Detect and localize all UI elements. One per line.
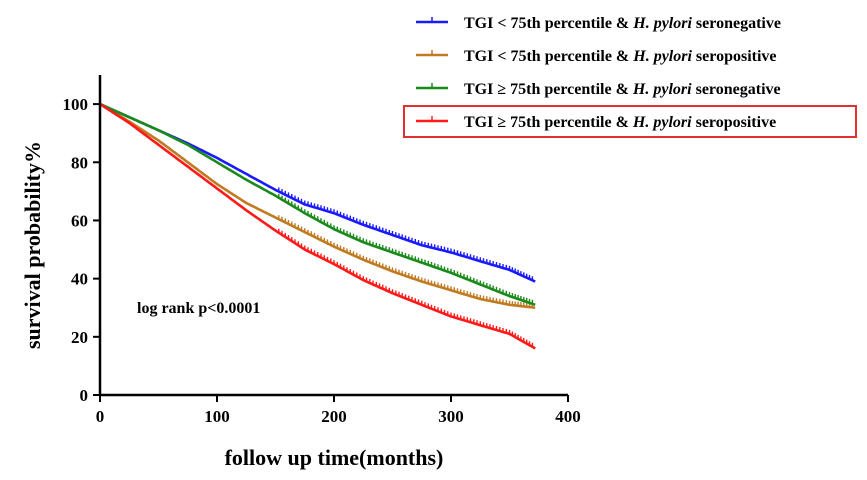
legend-label-1: TGI < 75th percentile & H. pylori seropo… [464,48,777,65]
y-tick-label: 60 [71,211,88,230]
legend-item-0: TGI < 75th percentile & H. pylori serone… [416,15,781,32]
x-tick-label: 200 [321,407,347,426]
x-tick-label: 100 [204,407,230,426]
legend-label-0: TGI < 75th percentile & H. pylori serone… [464,15,781,32]
y-tick-label: 0 [80,386,89,405]
x-tick-label: 0 [96,407,105,426]
legend: TGI < 75th percentile & H. pylori serone… [403,15,857,138]
survival-curve-1 [99,102,536,309]
legend-item-1: TGI < 75th percentile & H. pylori seropo… [416,48,777,65]
log-rank-annotation: log rank p<0.0001 [137,300,260,317]
x-tick-label: 300 [438,407,464,426]
censor-ticks-0 [278,187,534,282]
x-axis-label: follow up time(months) [225,445,444,470]
censor-ticks-1 [278,215,534,309]
legend-item-2: TGI ≥ 75th percentile & H. pylori serone… [416,81,781,98]
legend-label-2: TGI ≥ 75th percentile & H. pylori serone… [464,81,781,98]
series-3 [99,102,536,350]
y-axis-label: survival probability% [20,141,45,349]
curves-layer [99,102,536,350]
survival-curve-2 [99,102,536,307]
series-1 [99,102,536,309]
y-tick-label: 40 [71,270,88,289]
legend-item-3: TGI ≥ 75th percentile & H. pylori seropo… [403,105,857,138]
survival-curve-3 [99,102,536,350]
censor-ticks-2 [278,193,534,305]
y-tick-label: 20 [71,328,88,347]
x-tick-label: 400 [555,407,581,426]
y-tick-label: 100 [63,95,89,114]
legend-highlight-box [403,105,857,138]
series-2 [99,102,536,307]
legend-label-3: TGI ≥ 75th percentile & H. pylori seropo… [464,114,776,131]
axes-layer: 0 20 40 60 80 100 0 100 200 300 400 [63,75,581,426]
y-tick-label: 80 [71,153,88,172]
censor-ticks-3 [278,228,534,348]
